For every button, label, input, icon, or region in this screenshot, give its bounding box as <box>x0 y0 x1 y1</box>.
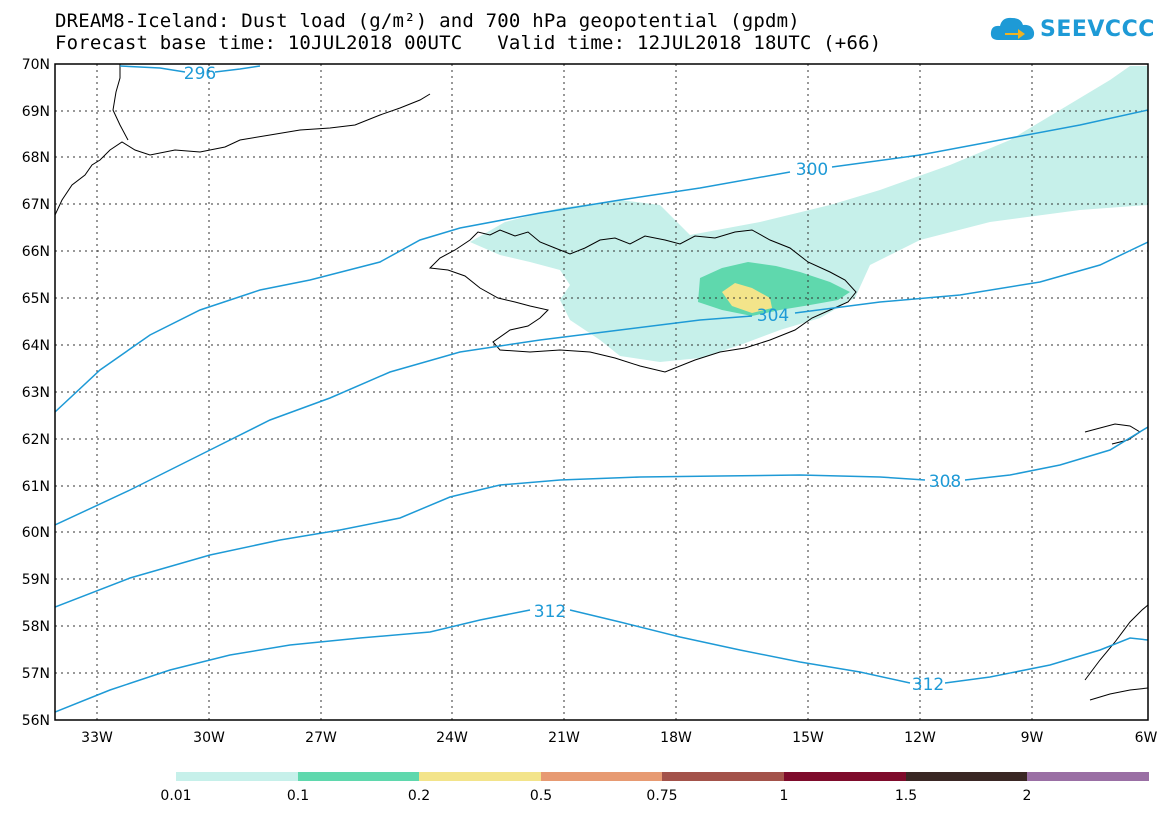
contour-312b <box>944 637 1148 684</box>
colorbar <box>176 772 1149 781</box>
colorbar-swatch <box>1027 772 1149 781</box>
iceland-coast <box>428 229 857 373</box>
colorbar-tick: 2 <box>1023 788 1032 804</box>
lon-label: 24W <box>436 730 468 746</box>
lat-label: 58N <box>22 619 50 635</box>
contour-label-304: 304 <box>757 306 789 326</box>
contour-304 <box>55 241 1148 526</box>
contour-296 <box>119 65 261 73</box>
lat-label: 59N <box>22 572 50 588</box>
lat-label: 67N <box>22 197 50 213</box>
grid-lines <box>55 64 1148 720</box>
colorbar-swatch <box>419 772 541 781</box>
colorbar-swatch <box>541 772 662 781</box>
title-block: DREAM8-Iceland: Dust load (g/m²) and 700… <box>55 10 881 54</box>
lat-label: 70N <box>22 57 50 73</box>
lon-label: 12W <box>904 730 936 746</box>
lat-label: 65N <box>22 291 50 307</box>
greenland-coast <box>55 93 431 216</box>
lat-label: 61N <box>22 479 50 495</box>
lat-label: 63N <box>22 385 50 401</box>
colorbar-tick: 1.5 <box>895 788 917 804</box>
colorbar-swatch <box>298 772 419 781</box>
contour-labels: 296 300 304 308 312 312 <box>184 64 961 695</box>
coastlines <box>55 64 1148 701</box>
lat-label: 60N <box>22 525 50 541</box>
colorbar-swatch <box>906 772 1027 781</box>
lon-label: 6W <box>1135 730 1158 746</box>
lat-label: 57N <box>22 666 50 682</box>
contour-312a <box>55 609 911 713</box>
contour-label-312-a: 312 <box>534 602 566 622</box>
colorbar-tick: 0.2 <box>408 788 430 804</box>
lon-label: 30W <box>193 730 225 746</box>
contour-300 <box>55 109 1148 413</box>
contour-label-296: 296 <box>184 64 216 84</box>
contour-label-308: 308 <box>929 472 961 492</box>
colorbar-swatch <box>784 772 906 781</box>
geopotential-contours <box>55 65 1148 713</box>
lat-label: 68N <box>22 150 50 166</box>
lat-label: 64N <box>22 338 50 354</box>
greenland-coast-inner <box>112 64 129 141</box>
colorbar-tick: 0.5 <box>530 788 552 804</box>
lon-label: 9W <box>1021 730 1044 746</box>
lon-label: 18W <box>660 730 692 746</box>
lat-label: 69N <box>22 104 50 120</box>
lon-label: 33W <box>81 730 113 746</box>
contour-308 <box>55 426 1148 608</box>
lon-label: 27W <box>305 730 337 746</box>
longitude-labels: 33W 30W 27W 24W 21W 18W 15W 12W 9W 6W <box>81 730 1157 746</box>
colorbar-tick: 0.75 <box>646 788 677 804</box>
logo-text: SEEVCCC <box>1040 16 1155 42</box>
colorbar-tick: 1 <box>780 788 789 804</box>
lat-label: 62N <box>22 432 50 448</box>
lon-label: 15W <box>792 730 824 746</box>
colorbar-swatch <box>176 772 298 781</box>
contour-label-300: 300 <box>796 160 828 180</box>
title-line-1: DREAM8-Iceland: Dust load (g/m²) and 700… <box>55 10 800 32</box>
scotland-coast <box>1084 604 1148 701</box>
map-frame <box>54 63 1149 721</box>
contour-label-312-b: 312 <box>912 675 944 695</box>
colorbar-tick: 0.1 <box>287 788 309 804</box>
lat-label: 66N <box>22 244 50 260</box>
colorbar-ticks: 0.01 0.1 0.2 0.5 0.75 1 1.5 2 <box>160 788 1031 804</box>
latitude-labels: 70N 69N 68N 67N 66N 65N 64N 63N 62N 61N … <box>22 57 50 729</box>
cloud-arrow-icon <box>990 17 1035 40</box>
faroe-coast <box>1084 423 1141 445</box>
colorbar-tick: 0.01 <box>160 788 191 804</box>
colorbar-swatch <box>662 772 784 781</box>
title-line-2: Forecast base time: 10JUL2018 00UTC Vali… <box>55 32 882 54</box>
dust-plume-light <box>470 66 1148 362</box>
seevccc-logo: SEEVCCC <box>990 14 1155 44</box>
lat-label: 56N <box>22 713 50 729</box>
lon-label: 21W <box>548 730 580 746</box>
